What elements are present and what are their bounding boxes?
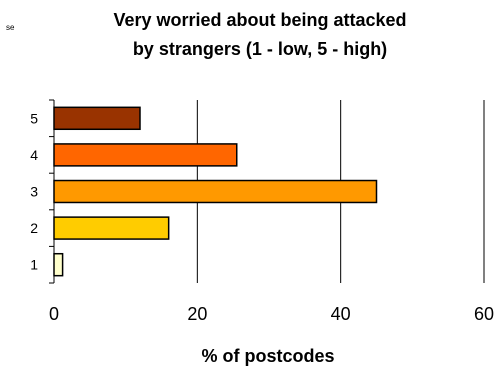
x-tick-label: 60 — [474, 304, 494, 324]
y-tick-label: 4 — [30, 147, 38, 163]
bar-4 — [53, 143, 238, 167]
x-tick-label: 20 — [187, 304, 207, 324]
bar-3 — [53, 179, 378, 204]
corner-label: se — [6, 23, 15, 32]
y-tick-label: 2 — [30, 220, 38, 236]
bar-2 — [53, 216, 170, 240]
y-tick-label: 5 — [30, 110, 38, 126]
x-tick-label: 0 — [49, 304, 59, 324]
chart-title-line: by strangers (1 - low, 5 - high) — [133, 39, 387, 59]
x-axis-label: % of postcodes — [201, 346, 334, 366]
chart-title-line: Very worried about being attacked — [113, 10, 406, 30]
y-tick-label: 3 — [30, 184, 38, 200]
x-tick-label: 40 — [331, 304, 351, 324]
bar-5 — [53, 106, 141, 131]
bar-1 — [53, 252, 64, 277]
y-tick-label: 1 — [30, 257, 38, 273]
